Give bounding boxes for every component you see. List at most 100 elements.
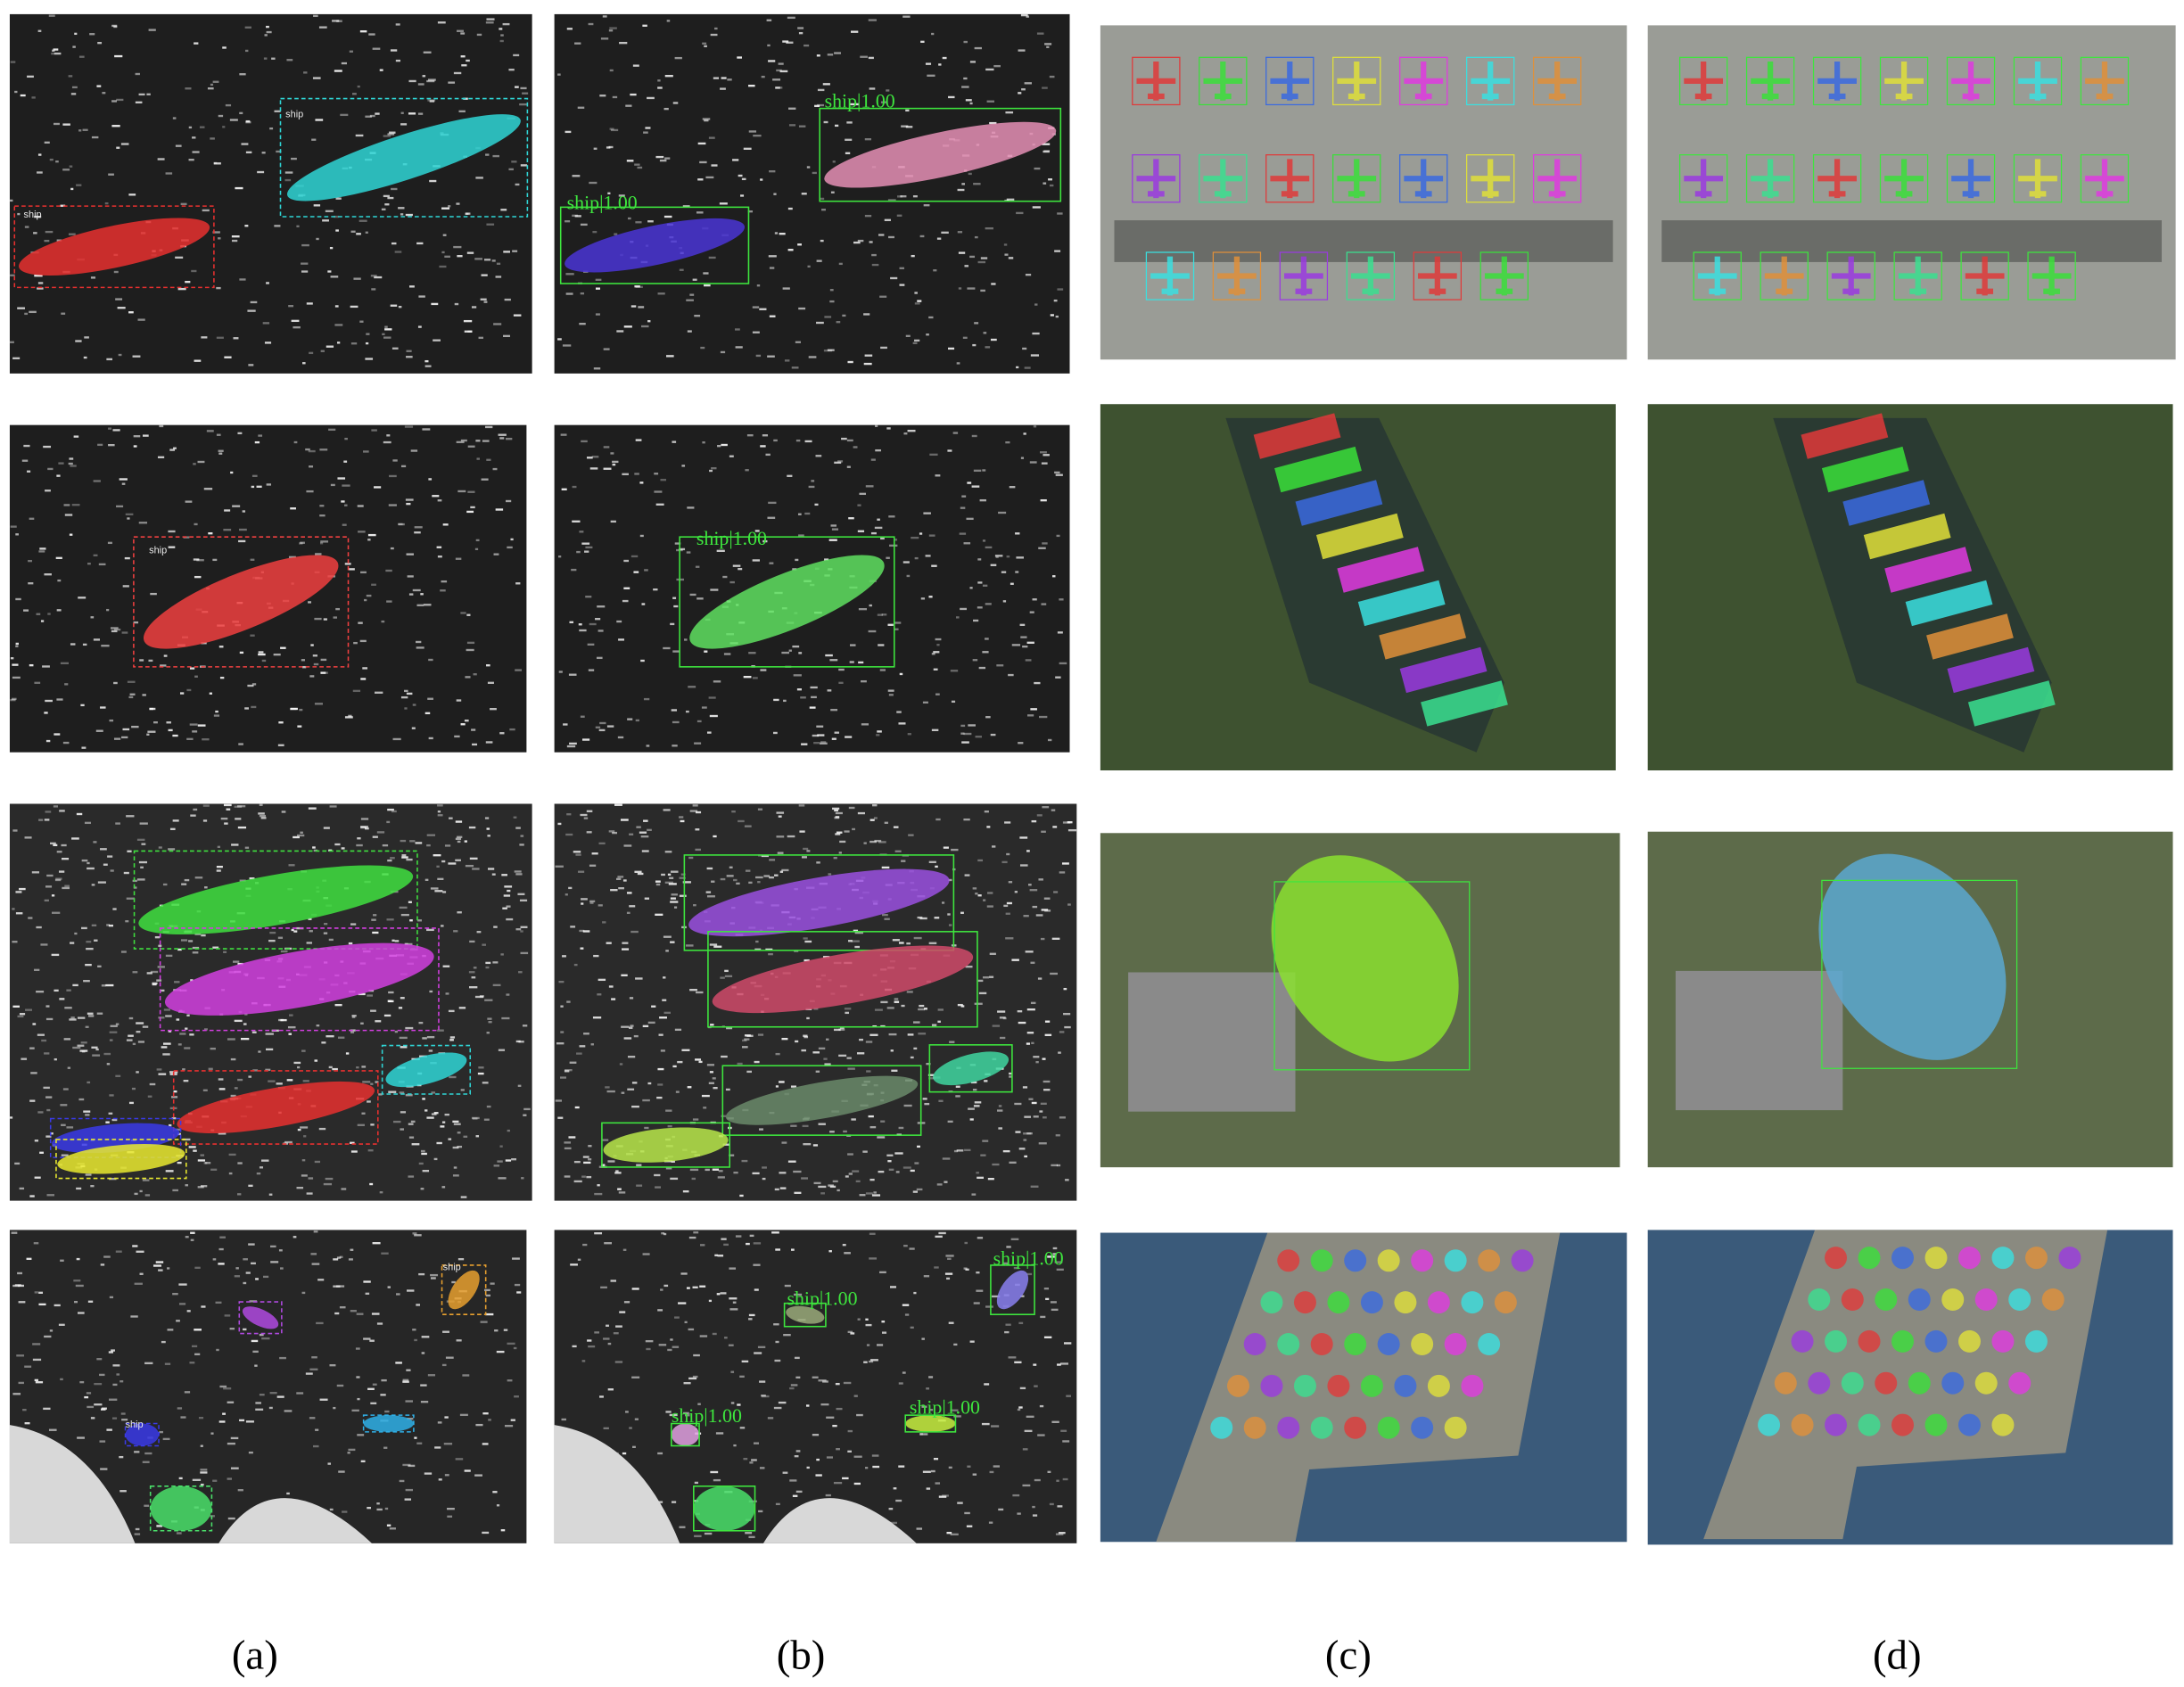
speckle <box>192 1478 202 1481</box>
speckle <box>105 1121 110 1123</box>
speckle <box>107 855 113 858</box>
speckle <box>560 433 567 436</box>
speckle <box>37 1033 45 1036</box>
speckle <box>132 1042 136 1046</box>
speckle <box>1023 432 1026 435</box>
speckle <box>687 330 692 333</box>
speckle <box>15 597 21 601</box>
speckle <box>893 1487 897 1490</box>
speckle <box>152 983 157 986</box>
speckle <box>629 833 634 835</box>
speckle <box>193 558 200 561</box>
speckle <box>215 1301 222 1304</box>
speckle <box>812 171 817 175</box>
speckle <box>1011 644 1021 646</box>
tank-mask <box>1957 1247 1981 1270</box>
speckle <box>218 452 223 455</box>
speckle <box>316 1321 324 1325</box>
speckle <box>869 1178 875 1181</box>
speckle <box>106 1428 112 1431</box>
speckle <box>237 826 247 829</box>
speckle <box>389 474 397 478</box>
speckle <box>115 1023 120 1025</box>
object-mask <box>242 1306 279 1329</box>
speckle <box>724 975 733 977</box>
speckle <box>798 31 804 35</box>
speckle <box>178 1477 183 1480</box>
speckle <box>974 1101 982 1104</box>
speckle <box>695 1058 701 1061</box>
speckle <box>124 556 130 560</box>
speckle <box>899 267 904 269</box>
vehicle-mask <box>1421 680 1508 727</box>
speckle <box>686 1287 690 1289</box>
speckle <box>444 844 451 847</box>
speckle <box>794 1293 803 1296</box>
speckle <box>852 827 855 831</box>
speckle <box>329 1508 334 1511</box>
speckle <box>136 1071 139 1074</box>
speckle <box>779 70 788 73</box>
bounding-box <box>1212 251 1262 300</box>
speckle <box>588 669 595 671</box>
speckle <box>293 930 298 933</box>
speckle <box>421 1152 427 1156</box>
speckle <box>45 739 51 743</box>
speckle <box>577 106 585 109</box>
speckle <box>951 700 956 704</box>
speckle <box>744 825 752 827</box>
speckle <box>863 842 867 844</box>
plane-mask <box>1884 62 1924 101</box>
speckle <box>925 555 931 557</box>
speckle <box>334 1312 340 1315</box>
speckle <box>69 533 73 536</box>
object-mask <box>363 1415 414 1432</box>
speckle <box>647 320 651 323</box>
bounding-box <box>172 1070 379 1145</box>
speckle <box>583 817 589 819</box>
speckle <box>622 473 629 475</box>
speckle <box>418 1162 424 1165</box>
speckle <box>670 622 675 626</box>
speckle <box>1006 555 1010 558</box>
speckle <box>379 1191 383 1194</box>
speckle <box>832 1424 837 1428</box>
speckle <box>485 1313 494 1316</box>
speckle <box>1025 950 1034 953</box>
speckle <box>926 1387 929 1390</box>
speckle <box>78 129 82 132</box>
speckle <box>161 1340 166 1344</box>
speckle <box>1043 1288 1050 1290</box>
speckle <box>787 474 793 477</box>
speckle <box>746 434 754 437</box>
speckle <box>412 588 421 592</box>
speckle <box>235 818 242 820</box>
speckle <box>325 210 334 212</box>
speckle <box>763 875 770 877</box>
speckle <box>580 947 584 950</box>
speckle <box>424 712 431 715</box>
speckle <box>136 1250 144 1253</box>
speckle <box>786 41 794 44</box>
speckle <box>115 1074 121 1077</box>
speckle <box>32 1023 37 1025</box>
speckle <box>34 1176 41 1179</box>
speckle <box>306 942 312 944</box>
speckle <box>703 1107 707 1109</box>
speckle <box>472 1117 478 1120</box>
speckle <box>433 1157 438 1161</box>
speckle <box>448 1009 455 1013</box>
speckle <box>895 1171 900 1173</box>
speckle <box>990 733 996 737</box>
speckle <box>24 1422 30 1425</box>
speckle <box>836 321 841 324</box>
speckle <box>16 1354 25 1357</box>
speckle <box>44 1052 50 1055</box>
speckle <box>185 500 193 503</box>
speckle <box>781 1141 787 1144</box>
speckle <box>817 88 825 92</box>
speckle <box>611 998 616 1000</box>
speckle <box>679 1526 686 1528</box>
speckle <box>659 1016 667 1019</box>
speckle <box>136 878 145 881</box>
